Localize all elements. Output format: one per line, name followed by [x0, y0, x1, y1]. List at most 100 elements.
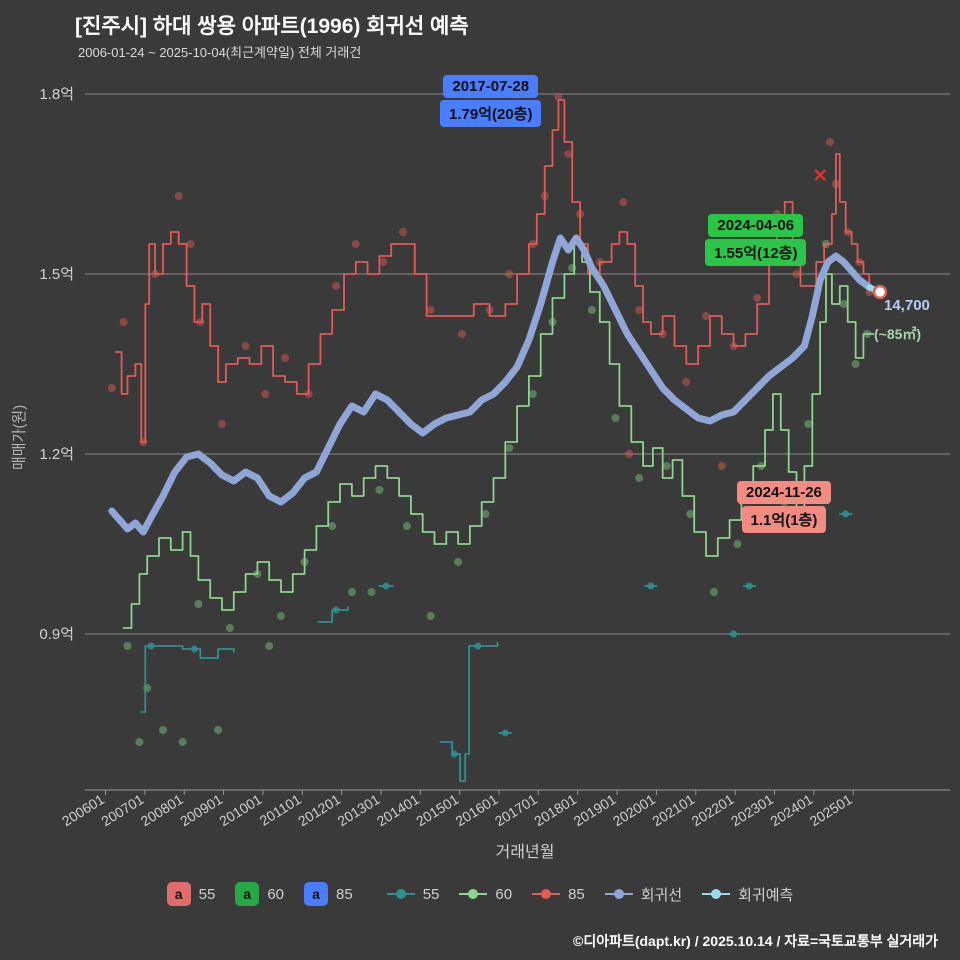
legend-area-60: a 60	[235, 882, 284, 906]
legend-marker-55: 55	[386, 886, 439, 903]
y-tick-label: 1.2억	[39, 446, 74, 463]
legend-area-55: a 55	[166, 882, 215, 906]
series-line-회귀선	[108, 234, 873, 536]
legend-area-85: a 85	[304, 882, 353, 906]
scatter-point-85	[792, 270, 801, 278]
scatter-point-85	[351, 240, 360, 248]
scatter-point-85	[174, 192, 183, 200]
x-tick-label: 202501	[807, 791, 855, 829]
scatter-point-85	[218, 420, 226, 428]
x-tick-label: 201401	[374, 791, 422, 829]
series-marker-icon	[532, 889, 561, 899]
annotation-red-price: 1.1억(1층)	[741, 506, 827, 533]
scatter-point-60	[733, 540, 742, 548]
annotation-low-sale: 2024-11-26 1.1억(1층)	[737, 481, 831, 533]
scatter-point-60	[402, 522, 411, 530]
scatter-point-60	[426, 612, 435, 620]
scatter-point-60	[662, 462, 671, 470]
legend-label: 85	[336, 885, 353, 903]
x-tick-label: 201601	[453, 791, 501, 829]
scatter-point-60	[135, 738, 144, 746]
annotation-peak-date: 2017-07-28	[443, 75, 539, 98]
legend-label: 60	[495, 885, 513, 903]
x-tick-label: 200601	[59, 791, 107, 829]
scatter-point-85	[717, 462, 726, 470]
scatter-point-60	[123, 642, 132, 650]
scatter-point-85	[619, 198, 628, 206]
series-line-60	[122, 243, 875, 629]
scatter-point-60	[277, 612, 285, 620]
scatter-point-60	[225, 624, 234, 632]
scatter-point-85	[241, 342, 250, 350]
x-tick-label: 202401	[767, 791, 815, 829]
page-subtitle: 2006-01-24 ~ 2025-10-04(최근계약일) 전체 거래건	[78, 45, 362, 60]
legend-label: 60	[267, 885, 284, 903]
scatter-point-85	[119, 318, 128, 326]
x-tick-label: 202301	[728, 791, 776, 829]
prediction-point	[872, 284, 888, 300]
scatter-point-60	[328, 522, 337, 530]
legend-area-badges: a 55 a 60 a 85	[166, 882, 353, 906]
scatter-point-60	[528, 390, 537, 398]
scatter-point-85	[702, 312, 710, 320]
area-badge-icon: a	[166, 882, 191, 906]
scatter-point-85	[186, 240, 195, 248]
x-tick-label: 201901	[571, 791, 619, 829]
scatter-point-60	[375, 486, 384, 494]
scatter-point-60	[265, 642, 274, 650]
scatter-point-85	[682, 378, 691, 386]
x-tick-label: 201101	[257, 791, 304, 829]
scatter-point-60	[839, 300, 848, 308]
scatter-point-60	[194, 600, 203, 608]
legend-marker-85: 85	[532, 886, 585, 903]
scatter-point-85	[564, 150, 573, 158]
x-axis-label: 거래년월	[495, 844, 555, 861]
series-marker-icon	[459, 889, 488, 899]
series-line-55	[140, 645, 235, 713]
area-badge-icon: a	[304, 882, 328, 906]
scatter-point-85	[399, 228, 407, 236]
scatter-point-85	[554, 93, 563, 101]
x-tick-label: 202101	[649, 791, 697, 829]
scatter-point-60	[143, 684, 152, 692]
series-marker-icon	[386, 889, 415, 899]
area-badge-icon: a	[235, 882, 260, 906]
annotation-recent-60: 2024-04-06 1.55억(12층)	[705, 214, 807, 266]
scatter-point-85	[458, 330, 466, 338]
annotation-red-date: 2024-11-26	[737, 481, 831, 504]
x-tick-label: 200701	[98, 791, 146, 829]
footer-credit: ©디아파트(dapt.kr) / 2025.10.14 / 자료=국토교통부 실…	[573, 933, 938, 949]
page-title: [진주시] 하대 쌍용 아파트(1996) 회귀선 예측	[75, 15, 469, 38]
series-line-55	[317, 606, 349, 623]
scatter-point-85	[635, 306, 644, 314]
scatter-point-60	[159, 726, 167, 734]
scatter-point-85	[505, 270, 514, 278]
prediction-value-label: 14,700	[884, 297, 930, 314]
scatter-point-60	[347, 588, 356, 596]
x-tick-label: 200901	[177, 791, 225, 829]
annotation-green-date: 2024-04-06	[708, 214, 804, 237]
scatter-point-85	[826, 138, 834, 146]
scatter-point-60	[481, 510, 490, 518]
scatter-point-85	[332, 282, 341, 290]
legend-label: 회귀선	[640, 886, 683, 904]
scatter-point-60	[178, 738, 187, 746]
scatter-point-60	[709, 588, 718, 596]
series-marker-icon	[702, 889, 731, 899]
annotation-peak-price: 1.79억(20층)	[440, 100, 542, 127]
legend: a 55 a 60 a 85 55 60 85 회귀선 회귀예측	[0, 882, 960, 906]
scatter-point-85	[753, 294, 762, 302]
legend-marker-회귀선: 회귀선	[604, 884, 683, 905]
scatter-point-85	[107, 384, 116, 392]
legend-marker-회귀예측: 회귀예측	[702, 884, 793, 905]
y-tick-label: 1.8억	[39, 86, 74, 103]
annotation-peak-85: 2017-07-28 1.79억(20층)	[440, 75, 542, 127]
y-tick-label: 1.5억	[39, 266, 74, 283]
scatter-point-85	[379, 258, 388, 266]
scatter-point-60	[635, 474, 644, 482]
scatter-point-60	[505, 444, 514, 452]
scatter-point-60	[454, 558, 463, 566]
x-tick-label: 201501	[413, 791, 461, 829]
